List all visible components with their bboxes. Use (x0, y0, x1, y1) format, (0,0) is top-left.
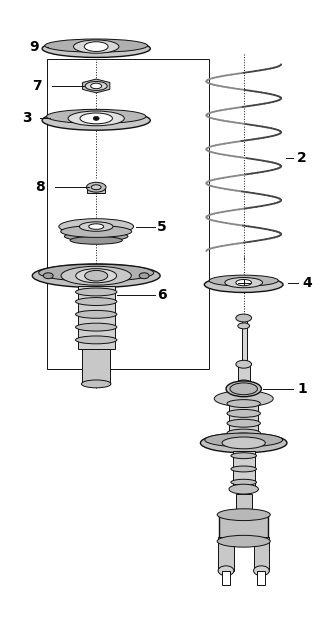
Bar (242, 318, 246, 364)
Ellipse shape (236, 314, 252, 322)
Ellipse shape (75, 323, 117, 331)
Ellipse shape (73, 40, 119, 53)
Bar (219, 515, 268, 541)
Ellipse shape (89, 224, 104, 229)
Ellipse shape (81, 380, 111, 388)
Ellipse shape (231, 453, 257, 459)
Ellipse shape (87, 182, 106, 192)
Ellipse shape (236, 360, 252, 368)
Text: 3: 3 (23, 112, 32, 126)
Ellipse shape (214, 391, 273, 406)
Ellipse shape (231, 479, 257, 485)
Ellipse shape (42, 40, 150, 57)
Ellipse shape (91, 185, 101, 189)
Ellipse shape (85, 82, 107, 91)
Ellipse shape (42, 110, 150, 130)
Ellipse shape (228, 433, 260, 443)
Text: 4: 4 (303, 276, 313, 290)
Ellipse shape (227, 419, 261, 427)
Ellipse shape (200, 433, 287, 453)
Ellipse shape (209, 275, 278, 286)
Ellipse shape (85, 271, 108, 281)
Bar (254, 537, 269, 571)
Ellipse shape (75, 297, 117, 306)
Ellipse shape (204, 277, 283, 292)
Ellipse shape (32, 264, 160, 288)
Bar (222, 571, 230, 586)
Ellipse shape (139, 273, 149, 279)
Ellipse shape (46, 109, 146, 124)
Text: 6: 6 (157, 288, 167, 302)
Ellipse shape (75, 288, 117, 296)
Ellipse shape (236, 380, 252, 388)
Bar (47, 59, 209, 369)
Ellipse shape (225, 278, 263, 288)
Ellipse shape (205, 433, 283, 447)
Ellipse shape (227, 410, 261, 417)
Ellipse shape (227, 399, 261, 408)
Bar (77, 286, 115, 350)
Bar (258, 571, 265, 586)
Ellipse shape (43, 273, 53, 279)
Ellipse shape (229, 484, 259, 494)
Ellipse shape (68, 111, 124, 126)
Ellipse shape (218, 566, 234, 575)
Text: 1: 1 (298, 382, 308, 396)
Text: 2: 2 (297, 151, 307, 165)
Ellipse shape (75, 336, 117, 344)
Ellipse shape (79, 222, 113, 232)
Ellipse shape (64, 232, 128, 241)
Ellipse shape (45, 39, 148, 52)
Ellipse shape (39, 264, 154, 281)
Text: 8: 8 (35, 180, 45, 194)
Ellipse shape (59, 219, 134, 234)
Ellipse shape (217, 508, 270, 521)
Ellipse shape (76, 269, 117, 283)
Ellipse shape (230, 383, 258, 395)
Ellipse shape (91, 83, 102, 89)
Ellipse shape (254, 566, 269, 575)
Bar (88, 185, 105, 193)
Bar (82, 350, 110, 384)
Ellipse shape (80, 113, 113, 124)
Ellipse shape (75, 311, 117, 318)
Text: 9: 9 (29, 40, 39, 54)
Bar (229, 399, 259, 438)
Bar (238, 364, 249, 384)
Ellipse shape (238, 323, 249, 329)
Ellipse shape (236, 279, 252, 286)
Ellipse shape (217, 535, 270, 547)
Ellipse shape (231, 466, 257, 472)
Ellipse shape (93, 116, 99, 121)
Ellipse shape (61, 266, 131, 285)
Ellipse shape (70, 237, 122, 244)
Ellipse shape (61, 226, 132, 237)
Polygon shape (82, 79, 110, 93)
Ellipse shape (222, 437, 265, 449)
Ellipse shape (84, 41, 108, 52)
Bar (218, 537, 234, 571)
Ellipse shape (226, 381, 262, 397)
Bar (233, 451, 255, 487)
Text: 7: 7 (32, 79, 42, 93)
Text: 5: 5 (157, 219, 167, 234)
Bar (236, 494, 252, 512)
Ellipse shape (227, 429, 261, 437)
